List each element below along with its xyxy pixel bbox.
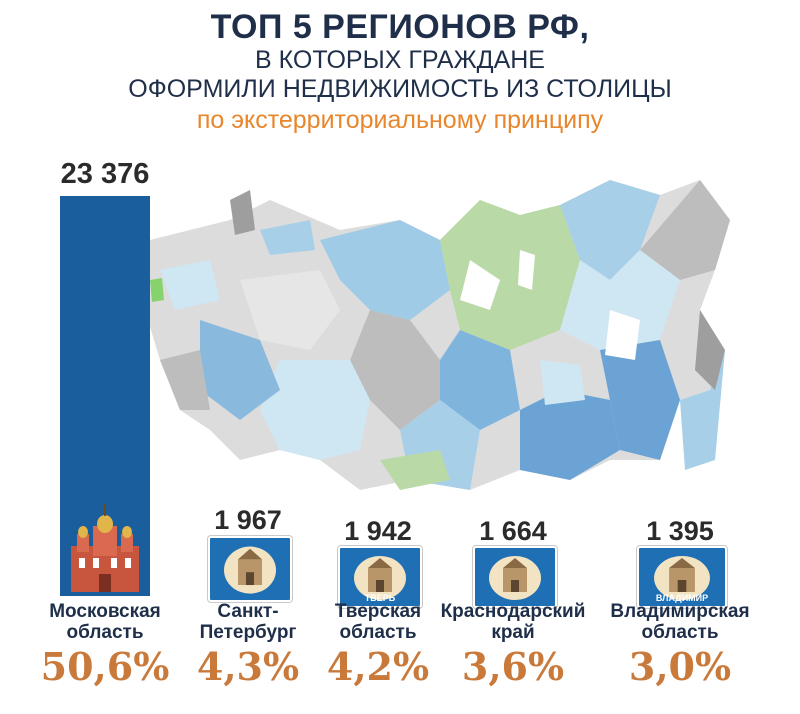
chart-title: ТОП 5 РЕГИОНОВ РФ,	[210, 8, 590, 46]
landmark-icon	[489, 556, 541, 600]
region-share-label: 4,3%	[196, 644, 300, 689]
region-share-label: 3,6%	[461, 644, 565, 689]
region-name-label: Тверская область	[283, 601, 473, 643]
region-name-label: Московская область	[10, 601, 200, 643]
region-name-label: Владимирская область	[585, 601, 775, 643]
region-image-tile	[208, 536, 292, 602]
region-name-line: Краснодарский	[440, 601, 586, 622]
region-name-label: Санкт- Петербург	[153, 601, 343, 643]
russia-map-background	[145, 180, 730, 490]
landmark-icon	[354, 556, 406, 600]
region-name-line: Санкт-	[217, 601, 279, 622]
bar-value-label: 1 395	[646, 516, 714, 546]
region-image-tile	[473, 546, 557, 608]
region-name-line: область	[641, 622, 719, 643]
region-share-label: 3,0%	[628, 644, 732, 689]
region-share-label: 50,6%	[40, 644, 170, 689]
landmark-icon	[224, 546, 276, 594]
region-name-line: Московская	[49, 601, 161, 622]
bar-value-label: 1 967	[214, 505, 282, 535]
region-name-line: Петербург	[199, 622, 297, 643]
chart-title-line-3: ОФОРМИЛИ НЕДВИЖИМОСТЬ ИЗ СТОЛИЦЫ	[128, 75, 672, 103]
region-name-line: край	[491, 622, 535, 643]
region-image-tile: ТВЕРЬ	[338, 546, 422, 608]
tile-caption: ТВЕРЬ	[364, 593, 396, 603]
region-name-line: Владимирская	[610, 601, 750, 622]
region-name-line: Тверская	[334, 601, 422, 622]
region-share-label: 4,2%	[326, 644, 430, 689]
chart-title-line-2: В КОТОРЫХ ГРАЖДАНЕ	[254, 46, 545, 74]
region-image-tile: ВЛАДИМИР	[637, 546, 727, 608]
chart-subtitle: по экстерриториальному принципу	[196, 106, 604, 134]
region-name-line: область	[339, 622, 417, 643]
tile-caption: ВЛАДИМИР	[655, 593, 709, 603]
region-name-line: область	[66, 622, 144, 643]
bar-value-label: 1 942	[344, 516, 412, 546]
bar-value-label: 1 664	[479, 516, 547, 546]
bar-value-label: 23 376	[60, 158, 150, 190]
church-icon	[71, 504, 139, 592]
title-block: ТОП 5 РЕГИОНОВ РФ, В КОТОРЫХ ГРАЖДАНЕ ОФ…	[0, 8, 800, 136]
landmark-icon	[654, 556, 710, 600]
region-name-label: Краснодарский край	[418, 601, 608, 643]
